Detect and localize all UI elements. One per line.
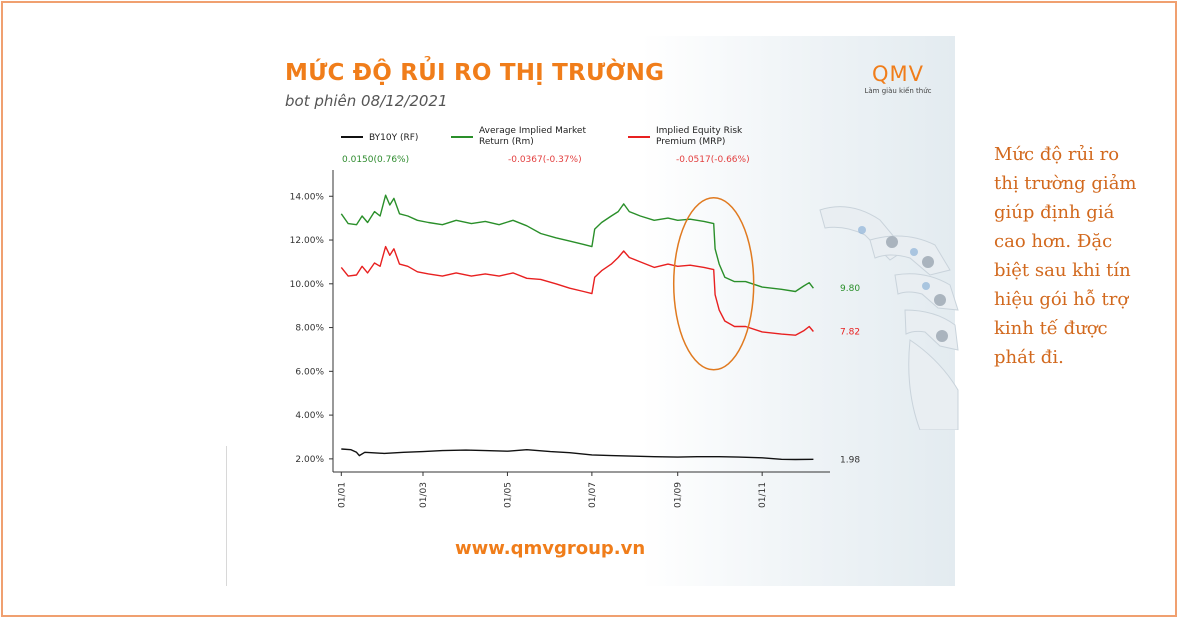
x-tick-label: 01/09 bbox=[674, 482, 684, 508]
y-tick-label: 6.00% bbox=[295, 367, 324, 377]
legend-label-1: Return (Rm) bbox=[479, 137, 534, 147]
legend-label-0: BY10Y (RF) bbox=[369, 133, 418, 143]
x-tick-label: 01/11 bbox=[758, 482, 768, 508]
x-tick-label: 01/01 bbox=[337, 482, 347, 508]
highlight-ellipse bbox=[672, 197, 755, 371]
page-subtitle: bot phiên 08/12/2021 bbox=[285, 92, 448, 110]
y-tick-label: 2.00% bbox=[295, 455, 324, 465]
change-value-1: -0.0367(-0.37%) bbox=[508, 155, 582, 165]
website-link[interactable]: www.qmvgroup.vn bbox=[455, 538, 646, 559]
y-tick-label: 4.00% bbox=[295, 411, 324, 421]
series-line-1 bbox=[340, 194, 814, 293]
page-title: MỨC ĐỘ RỦI RO THỊ TRƯỜNG bbox=[285, 60, 665, 86]
y-tick-label: 12.00% bbox=[290, 236, 325, 246]
logo-tagline: Làm giàu kiến thức bbox=[864, 87, 932, 95]
x-tick-label: 01/03 bbox=[419, 482, 429, 508]
divider-line bbox=[226, 446, 227, 586]
y-tick-label: 8.00% bbox=[295, 324, 324, 334]
series-line-2 bbox=[340, 245, 814, 336]
end-value-label-1: 9.80 bbox=[840, 284, 860, 294]
x-tick-label: 01/05 bbox=[503, 482, 513, 508]
change-value-2: -0.0517(-0.66%) bbox=[676, 155, 750, 165]
end-value-label-0: 1.98 bbox=[840, 455, 860, 465]
change-value-0: 0.0150(0.76%) bbox=[342, 155, 409, 165]
x-tick-label: 01/07 bbox=[588, 482, 598, 508]
chart-card bbox=[258, 36, 955, 586]
y-tick-label: 10.00% bbox=[290, 280, 325, 290]
logo-text: QMV bbox=[871, 62, 924, 86]
series-line-0 bbox=[341, 448, 814, 461]
legend-label-2: Premium (MRP) bbox=[656, 137, 725, 147]
y-tick-label: 14.00% bbox=[290, 192, 325, 202]
legend-label-2: Implied Equity Risk bbox=[656, 126, 743, 136]
commentary-note: Mức độ rủi ro thị trường giảm giúp định … bbox=[994, 144, 1137, 368]
legend-label-1: Average Implied Market bbox=[479, 126, 586, 136]
end-value-label-2: 7.82 bbox=[840, 328, 860, 338]
robot-hand-illustration bbox=[819, 206, 959, 430]
brand-logo: QMV Làm giàu kiến thức bbox=[858, 62, 938, 95]
